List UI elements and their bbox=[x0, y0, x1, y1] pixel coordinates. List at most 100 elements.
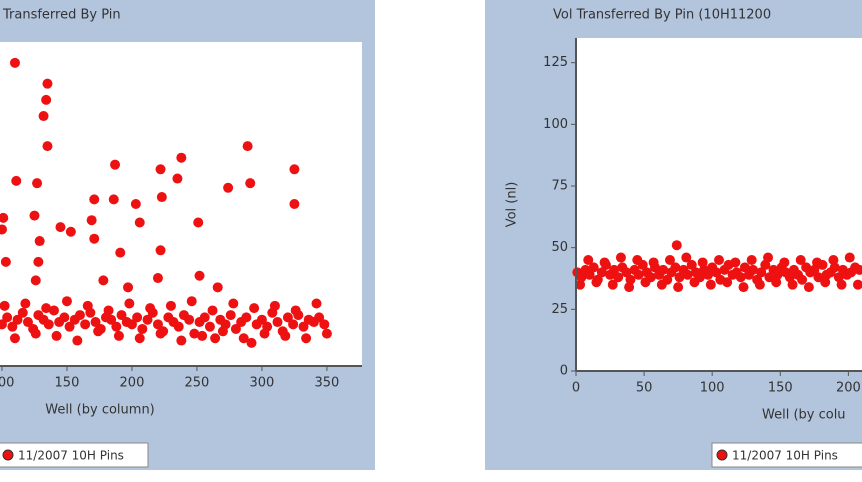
x-tick-label: 200 bbox=[836, 381, 861, 396]
point bbox=[633, 269, 644, 280]
point bbox=[172, 173, 183, 184]
x-tick-label: 50 bbox=[636, 381, 653, 396]
point bbox=[738, 282, 749, 293]
point bbox=[576, 272, 587, 283]
point bbox=[126, 319, 137, 330]
point bbox=[584, 269, 595, 280]
point bbox=[124, 298, 135, 309]
y-tick-label: 0 bbox=[560, 364, 568, 379]
legend-label: 11/2007 10H Pins bbox=[18, 449, 124, 463]
point bbox=[89, 233, 100, 244]
point bbox=[186, 296, 197, 307]
point bbox=[748, 264, 759, 275]
point bbox=[0, 256, 11, 267]
point bbox=[130, 199, 141, 209]
point bbox=[670, 262, 681, 273]
point bbox=[779, 257, 790, 268]
x-tick-label: 150 bbox=[55, 376, 80, 391]
point bbox=[80, 319, 91, 330]
x-axis-label: Well (by colu bbox=[762, 408, 846, 423]
point bbox=[290, 305, 301, 316]
point bbox=[658, 264, 669, 275]
point bbox=[152, 319, 163, 330]
point bbox=[280, 330, 291, 341]
point bbox=[194, 270, 205, 281]
y-tick-label: 50 bbox=[551, 240, 568, 255]
point bbox=[241, 312, 252, 323]
point bbox=[59, 312, 70, 323]
point bbox=[288, 319, 299, 330]
point bbox=[111, 321, 122, 332]
point bbox=[132, 312, 143, 323]
point bbox=[256, 314, 267, 325]
point bbox=[230, 323, 241, 334]
legend-swatch bbox=[2, 449, 14, 461]
point bbox=[155, 328, 166, 339]
point bbox=[199, 312, 210, 323]
point bbox=[844, 252, 855, 263]
point bbox=[11, 175, 22, 186]
point bbox=[51, 330, 62, 341]
x-tick-label: 250 bbox=[185, 376, 210, 391]
point bbox=[184, 314, 195, 325]
point bbox=[142, 314, 153, 325]
point bbox=[82, 300, 93, 311]
point bbox=[137, 323, 148, 334]
point bbox=[33, 256, 44, 267]
point bbox=[48, 305, 59, 316]
point bbox=[763, 252, 774, 263]
point bbox=[9, 57, 20, 68]
x-tick-label: 100 bbox=[700, 381, 725, 396]
point bbox=[9, 333, 20, 344]
legend bbox=[711, 442, 862, 468]
point bbox=[689, 277, 700, 288]
point bbox=[245, 178, 256, 189]
point bbox=[621, 267, 632, 278]
point bbox=[722, 277, 733, 288]
point bbox=[134, 217, 145, 228]
point bbox=[30, 275, 41, 286]
x-tick-label: 200 bbox=[120, 376, 145, 391]
point bbox=[282, 312, 293, 323]
point bbox=[41, 303, 52, 314]
point bbox=[155, 245, 166, 256]
point bbox=[0, 224, 7, 235]
point bbox=[664, 255, 675, 265]
point bbox=[90, 317, 101, 328]
point bbox=[314, 312, 325, 323]
point bbox=[828, 255, 839, 265]
point bbox=[12, 314, 23, 325]
point bbox=[193, 217, 204, 228]
point bbox=[640, 277, 651, 288]
point bbox=[607, 279, 618, 290]
point bbox=[599, 257, 610, 268]
point bbox=[115, 247, 126, 258]
x-tick-label: 300 bbox=[250, 376, 275, 391]
y-tick-label: 125 bbox=[543, 55, 568, 70]
point bbox=[165, 300, 176, 311]
point bbox=[705, 279, 716, 290]
legend-swatch bbox=[716, 449, 728, 461]
point bbox=[61, 296, 72, 307]
point bbox=[156, 192, 167, 203]
point bbox=[0, 212, 9, 223]
point bbox=[311, 298, 322, 309]
point bbox=[204, 321, 215, 332]
x-axis-label: Well (by column) bbox=[45, 403, 155, 418]
point bbox=[591, 277, 602, 288]
point bbox=[64, 321, 75, 332]
point bbox=[34, 236, 45, 247]
point bbox=[739, 262, 750, 273]
point bbox=[803, 282, 814, 293]
point bbox=[189, 328, 200, 339]
point bbox=[134, 333, 145, 344]
point bbox=[588, 262, 599, 273]
point bbox=[812, 257, 823, 268]
point bbox=[106, 314, 117, 325]
point bbox=[772, 269, 783, 280]
point bbox=[72, 335, 83, 346]
point bbox=[714, 255, 724, 265]
plot-area bbox=[576, 38, 862, 371]
